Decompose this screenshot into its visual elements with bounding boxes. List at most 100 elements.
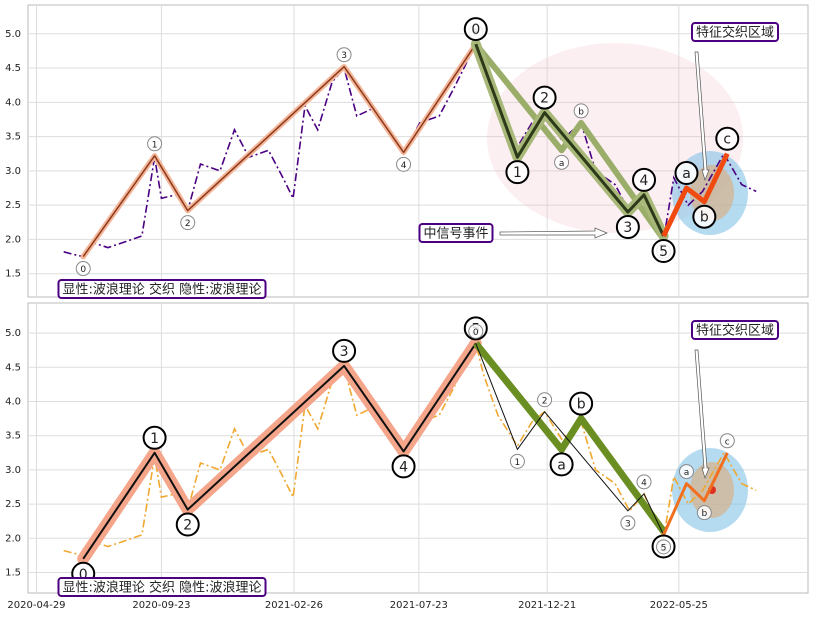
wave-label: c <box>725 437 730 447</box>
wave-label: 5 <box>659 244 668 260</box>
y-tick-label: 4.0 <box>5 396 21 407</box>
wave-label: a <box>682 166 691 182</box>
wave-label-circle <box>632 167 657 192</box>
wave-label-circle <box>569 391 594 416</box>
wave-label-circle <box>692 204 717 229</box>
y-tick-label: 2.5 <box>5 499 21 510</box>
wave-line <box>662 452 729 536</box>
wave-label: 1 <box>515 458 521 468</box>
y-tick-label: 3.5 <box>5 431 21 442</box>
wave-label-circle <box>636 474 652 490</box>
annotation-box <box>690 320 780 340</box>
wave-label: 5 <box>661 543 667 553</box>
y-tick-label: 5.0 <box>5 328 21 339</box>
annotation-text: 显性:波浪理论 交织 隐性:波浪理论 <box>62 580 261 596</box>
x-tick-label: 2021-12-21 <box>518 600 576 611</box>
wave-label-circle <box>396 156 412 172</box>
annotation: 特征交织区域 <box>690 22 780 42</box>
annotation-box <box>690 22 780 42</box>
wave-label-circle <box>463 17 488 42</box>
wave-label: 4 <box>399 459 408 475</box>
x-tick-label: 2022-05-25 <box>650 600 708 611</box>
plot-area <box>27 4 809 298</box>
arrow <box>694 349 710 480</box>
wave-label: a <box>559 159 565 169</box>
y-tick-label: 2.0 <box>5 234 21 245</box>
wave-line <box>473 341 667 534</box>
wave-line <box>473 42 667 242</box>
wave-label: 4 <box>401 161 407 171</box>
y-tick-label: 5.0 <box>5 29 21 40</box>
wave-label-circle <box>336 47 352 63</box>
wave-label: 1 <box>152 140 158 150</box>
wave-label-circle <box>615 215 640 240</box>
wave-line <box>82 43 477 258</box>
wave-label: b <box>577 397 586 413</box>
wave-label-circle <box>656 539 672 555</box>
annotation: 显性:波浪理论 交织 隐性:波浪理论 <box>57 279 267 299</box>
wave-label-circle <box>532 85 557 110</box>
wave-label: a <box>557 457 566 473</box>
wave-label-circle <box>719 433 735 449</box>
wave-label-circle <box>674 161 699 186</box>
annotation-text: 显性:波浪理论 交织 隐性:波浪理论 <box>62 282 261 298</box>
y-tick-label: 4.0 <box>5 97 21 108</box>
wave-label-circle <box>75 261 91 277</box>
y-tick-label: 1.5 <box>5 567 21 578</box>
annotation-text: 特征交织区域 <box>696 323 774 339</box>
wave-label: a <box>684 468 690 478</box>
wave-label-circle <box>678 464 694 480</box>
wave-label: 4 <box>640 173 649 189</box>
y-tick-label: 3.0 <box>5 465 21 476</box>
wave-label: b <box>701 509 707 519</box>
wave-label: 0 <box>471 22 480 38</box>
annotation-box <box>57 279 267 299</box>
annotation-box <box>57 577 267 597</box>
plot-area <box>27 302 809 594</box>
wave-label: 3 <box>341 51 347 61</box>
wave-label: b <box>578 107 584 117</box>
wave-label: 2 <box>183 518 192 534</box>
wave-label-circle <box>175 512 200 537</box>
x-tick-label: 2021-07-23 <box>390 600 448 611</box>
y-tick-label: 3.0 <box>5 166 21 177</box>
annotation: 中信号事件 <box>418 223 494 243</box>
y-tick-label: 3.5 <box>5 132 21 143</box>
wave-label-circle <box>180 215 196 231</box>
annotation-text: 特征交织区域 <box>696 25 774 41</box>
wave-label-circle <box>142 425 167 450</box>
arrow <box>694 51 710 182</box>
wave-label-circle <box>332 338 357 363</box>
wave-label-circle <box>620 515 636 531</box>
wave-label-circle <box>505 160 530 185</box>
wave-label-circle <box>509 453 525 469</box>
wave-label: 4 <box>641 478 647 488</box>
y-tick-label: 4.5 <box>5 362 21 373</box>
x-tick-label: 2020-04-29 <box>7 600 65 611</box>
wave-label: 2 <box>540 91 549 107</box>
wave-label: 3 <box>340 344 349 360</box>
wave-label: 0 <box>79 567 88 583</box>
wave-label: 3 <box>623 220 632 236</box>
x-tick-label: 2020-09-23 <box>132 600 190 611</box>
wave-label-circle <box>554 154 570 170</box>
wave-label-circle <box>147 136 163 152</box>
wave-line <box>82 342 477 560</box>
wave-label: 0 <box>473 328 479 338</box>
wave-label-circle <box>715 126 740 151</box>
wave-label-circle <box>573 103 589 119</box>
wave-label-circle <box>391 454 416 479</box>
wave-label-circle <box>537 392 553 408</box>
wave-label: 2 <box>542 396 548 406</box>
y-tick-label: 4.5 <box>5 63 21 74</box>
wave-line <box>474 43 665 237</box>
y-tick-label: 2.0 <box>5 533 21 544</box>
wave-line <box>661 152 730 238</box>
x-tick-label: 2021-02-26 <box>265 600 323 611</box>
wave-label: 3 <box>625 519 631 529</box>
wave-label: b <box>700 210 709 226</box>
wave-label: 0 <box>80 265 86 275</box>
annotation-box <box>418 223 494 243</box>
wave-label: 1 <box>513 165 522 181</box>
